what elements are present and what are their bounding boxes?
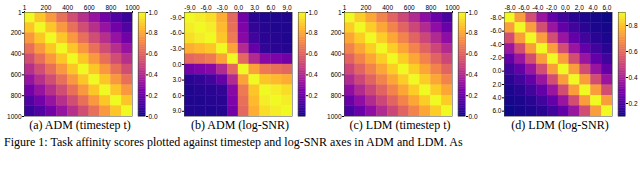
svg-text:0.0: 0.0 xyxy=(469,113,478,120)
svg-text:600: 600 xyxy=(331,71,342,78)
svg-text:3.0: 3.0 xyxy=(172,76,181,83)
svg-text:2.0: 2.0 xyxy=(492,81,501,88)
svg-text:6.0: 6.0 xyxy=(602,4,611,11)
svg-text:400: 400 xyxy=(382,4,393,11)
svg-text:800: 800 xyxy=(331,92,342,99)
svg-text:0.0: 0.0 xyxy=(149,113,158,120)
svg-text:6.0: 6.0 xyxy=(266,4,275,11)
svg-text:1000: 1000 xyxy=(7,113,22,120)
svg-text:1: 1 xyxy=(18,9,22,16)
svg-text:0.4: 0.4 xyxy=(149,71,158,78)
svg-text:1: 1 xyxy=(343,4,347,11)
svg-text:200: 200 xyxy=(331,29,342,36)
svg-text:0.6: 0.6 xyxy=(469,50,478,57)
svg-text:1.0: 1.0 xyxy=(309,9,318,16)
html-text:(c) LDM (timestep t): (c) LDM (timestep t) xyxy=(349,118,451,132)
svg-text:0.8: 0.8 xyxy=(469,29,478,36)
svg-text:800: 800 xyxy=(11,92,22,99)
svg-text:-3.0: -3.0 xyxy=(170,45,182,52)
html-text:Figure 1: Task affinity scores: Figure 1: Task affinity scores plotted a… xyxy=(4,135,463,149)
svg-text:200: 200 xyxy=(41,4,52,11)
svg-text:9.0: 9.0 xyxy=(283,4,292,11)
svg-text:1000: 1000 xyxy=(445,4,460,11)
svg-text:0.0: 0.0 xyxy=(172,61,181,68)
svg-text:-2.0: -2.0 xyxy=(490,54,502,61)
svg-text:0.8: 0.8 xyxy=(629,22,638,29)
svg-text:200: 200 xyxy=(361,4,372,11)
svg-text:0.2: 0.2 xyxy=(309,92,318,99)
html-text:(a) ADM (timestep t): (a) ADM (timestep t) xyxy=(29,118,131,132)
svg-text:3.0: 3.0 xyxy=(250,4,259,11)
svg-text:200: 200 xyxy=(11,29,22,36)
svg-text:0.0: 0.0 xyxy=(234,4,243,11)
svg-text:800: 800 xyxy=(105,4,116,11)
svg-text:800: 800 xyxy=(425,4,436,11)
svg-text:1000: 1000 xyxy=(125,4,140,11)
svg-text:1.0: 1.0 xyxy=(149,9,158,16)
svg-text:-6.0: -6.0 xyxy=(518,4,530,11)
svg-text:400: 400 xyxy=(62,4,73,11)
svg-text:4.0: 4.0 xyxy=(492,94,501,101)
svg-text:0.2: 0.2 xyxy=(469,92,478,99)
svg-text:9.0: 9.0 xyxy=(172,107,181,114)
svg-text:0.2: 0.2 xyxy=(149,92,158,99)
svg-text:0.2: 0.2 xyxy=(629,100,638,107)
svg-text:-8.0: -8.0 xyxy=(504,4,516,11)
svg-text:1000: 1000 xyxy=(327,113,342,120)
svg-text:1: 1 xyxy=(23,4,27,11)
svg-text:-9.0: -9.0 xyxy=(170,14,182,21)
svg-text:0.4: 0.4 xyxy=(629,74,638,81)
svg-text:-3.0: -3.0 xyxy=(217,4,229,11)
svg-text:1.0: 1.0 xyxy=(469,9,478,16)
svg-text:1: 1 xyxy=(338,9,342,16)
svg-text:400: 400 xyxy=(331,50,342,57)
svg-text:-6.0: -6.0 xyxy=(170,29,182,36)
svg-text:-2.0: -2.0 xyxy=(546,4,558,11)
svg-text:-6.0: -6.0 xyxy=(490,27,502,34)
svg-text:0.6: 0.6 xyxy=(309,50,318,57)
svg-text:-9.0: -9.0 xyxy=(184,4,196,11)
svg-text:0.8: 0.8 xyxy=(149,29,158,36)
svg-text:6.0: 6.0 xyxy=(172,92,181,99)
svg-text:600: 600 xyxy=(404,4,415,11)
svg-text:0.6: 0.6 xyxy=(629,48,638,55)
html-text:(d) LDM (log-SNR): (d) LDM (log-SNR) xyxy=(511,118,609,132)
svg-text:4.0: 4.0 xyxy=(589,4,598,11)
svg-text:0.6: 0.6 xyxy=(149,50,158,57)
svg-text:600: 600 xyxy=(84,4,95,11)
svg-text:400: 400 xyxy=(11,50,22,57)
svg-text:0.0: 0.0 xyxy=(492,67,501,74)
svg-text:-8.0: -8.0 xyxy=(490,14,502,21)
svg-text:600: 600 xyxy=(11,71,22,78)
html-text:(b) ADM (log-SNR): (b) ADM (log-SNR) xyxy=(191,118,289,132)
svg-text:0.4: 0.4 xyxy=(469,71,478,78)
svg-text:-4.0: -4.0 xyxy=(490,41,502,48)
svg-text:0.0: 0.0 xyxy=(561,4,570,11)
svg-text:2.0: 2.0 xyxy=(575,4,584,11)
svg-text:-6.0: -6.0 xyxy=(200,4,212,11)
svg-text:0.8: 0.8 xyxy=(309,29,318,36)
svg-text:-4.0: -4.0 xyxy=(532,4,544,11)
svg-text:6.0: 6.0 xyxy=(492,107,501,114)
svg-text:0.4: 0.4 xyxy=(309,71,318,78)
